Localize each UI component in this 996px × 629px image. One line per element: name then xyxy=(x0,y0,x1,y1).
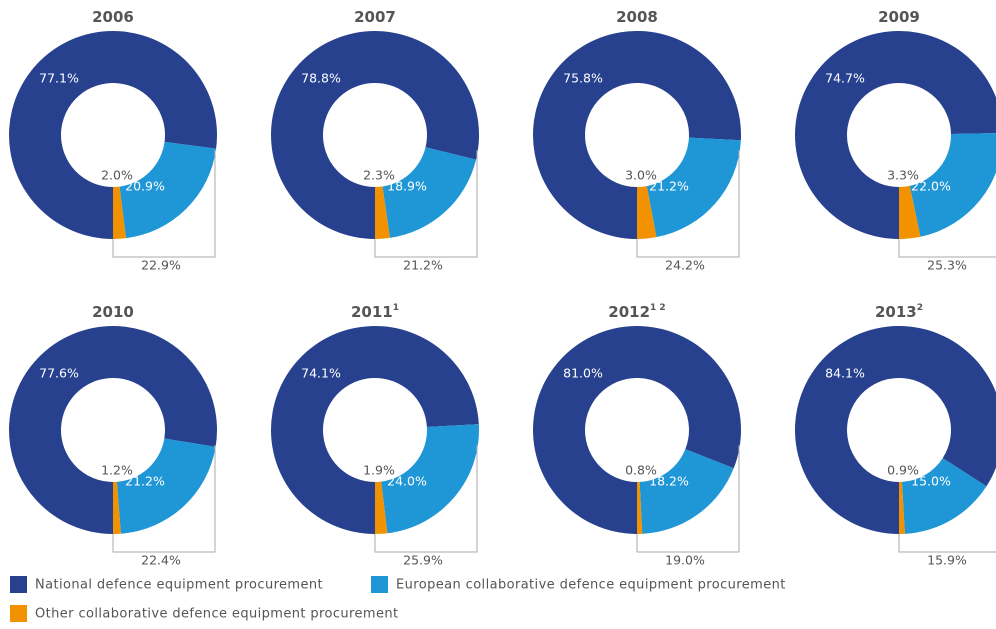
value-label: 1.9% xyxy=(363,463,395,478)
title-year: 2008 xyxy=(616,8,658,26)
title-superscript: 2 xyxy=(917,303,923,313)
donut-segment xyxy=(375,481,388,534)
title-year: 2010 xyxy=(92,303,134,321)
chart-title: 20121 2 xyxy=(608,303,665,321)
bracket-label: 22.4% xyxy=(141,553,181,568)
legend-swatch xyxy=(371,576,388,593)
chart-title: 2010 xyxy=(92,303,134,321)
chart-title: 2007 xyxy=(354,8,396,26)
title-year: 2013 xyxy=(875,303,917,321)
donut-segment xyxy=(113,481,121,534)
value-label: 21.2% xyxy=(649,179,689,194)
value-label: 74.1% xyxy=(301,366,341,381)
chart-title: 20132 xyxy=(875,303,923,321)
value-label: 74.7% xyxy=(825,71,865,86)
bracket-label: 25.3% xyxy=(927,258,967,273)
value-label: 77.6% xyxy=(39,366,79,381)
bracket xyxy=(898,239,996,258)
bracket xyxy=(374,445,478,553)
value-label: 21.2% xyxy=(125,474,165,489)
donut-segment xyxy=(909,133,996,237)
donut-segment xyxy=(271,326,479,534)
bracket xyxy=(112,445,216,553)
donut-segment xyxy=(637,481,643,534)
donut-segment xyxy=(116,438,216,534)
legend-swatch xyxy=(10,605,27,622)
value-label: 2.3% xyxy=(363,168,395,183)
donut-segment xyxy=(795,326,996,534)
donut-segment xyxy=(899,185,921,239)
chart-title: 20111 xyxy=(351,303,399,321)
value-label: 0.9% xyxy=(887,463,919,478)
value-label: 81.0% xyxy=(563,366,603,381)
value-label: 2.0% xyxy=(101,168,133,183)
donut-segment xyxy=(533,326,741,534)
bracket xyxy=(636,445,740,553)
value-label: 75.8% xyxy=(563,71,603,86)
title-year: 2012 xyxy=(608,303,650,321)
donut-segment xyxy=(795,31,996,239)
donut-segment xyxy=(271,31,479,240)
donut-segment xyxy=(901,458,987,534)
title-year: 2009 xyxy=(878,8,920,26)
legend-label: European collaborative defence equipment… xyxy=(396,578,786,593)
title-superscript: 1 xyxy=(393,303,399,313)
donut-segment xyxy=(646,137,741,238)
value-label: 15.0% xyxy=(911,474,951,489)
value-label: 20.9% xyxy=(125,179,165,194)
bracket-label: 25.9% xyxy=(403,553,443,568)
donut-segment xyxy=(9,325,218,534)
chart-title: 2009 xyxy=(878,8,920,26)
bracket xyxy=(898,534,996,553)
chart-title: 2006 xyxy=(92,8,134,26)
donut-segment xyxy=(899,481,905,534)
bracket-label: 24.2% xyxy=(665,258,705,273)
value-label: 24.0% xyxy=(387,474,427,489)
donut-segment xyxy=(8,31,217,239)
donut-segment xyxy=(639,449,734,534)
donut-segment xyxy=(119,141,217,239)
value-label: 22.0% xyxy=(911,179,951,194)
bracket xyxy=(636,150,740,258)
donut-segment xyxy=(637,186,657,239)
donut-segment xyxy=(382,147,477,238)
value-label: 3.0% xyxy=(625,168,657,183)
value-label: 84.1% xyxy=(825,366,865,381)
title-superscript: 1 2 xyxy=(650,303,666,313)
legend-swatch xyxy=(10,576,27,593)
legend-label: National defence equipment procurement xyxy=(35,578,323,593)
bracket xyxy=(374,150,478,258)
value-label: 77.1% xyxy=(39,71,79,86)
value-label: 3.3% xyxy=(887,168,919,183)
value-label: 18.2% xyxy=(649,474,689,489)
value-label: 1.2% xyxy=(101,463,133,478)
bracket-label: 15.9% xyxy=(927,553,967,568)
donut-segment xyxy=(533,31,741,239)
donut-segment xyxy=(113,186,127,239)
title-year: 2011 xyxy=(351,303,393,321)
chart-title: 2008 xyxy=(616,8,658,26)
value-label: 78.8% xyxy=(301,71,341,86)
value-label: 0.8% xyxy=(625,463,657,478)
donut-segment xyxy=(381,424,480,534)
title-year: 2007 xyxy=(354,8,396,26)
legend-label: Other collaborative defence equipment pr… xyxy=(35,607,399,622)
bracket-label: 22.9% xyxy=(141,258,181,273)
donut-segment xyxy=(375,186,390,239)
bracket xyxy=(112,150,216,258)
title-year: 2006 xyxy=(92,8,134,26)
bracket-label: 19.0% xyxy=(665,553,705,568)
value-label: 18.9% xyxy=(387,179,427,194)
bracket-label: 21.2% xyxy=(403,258,443,273)
